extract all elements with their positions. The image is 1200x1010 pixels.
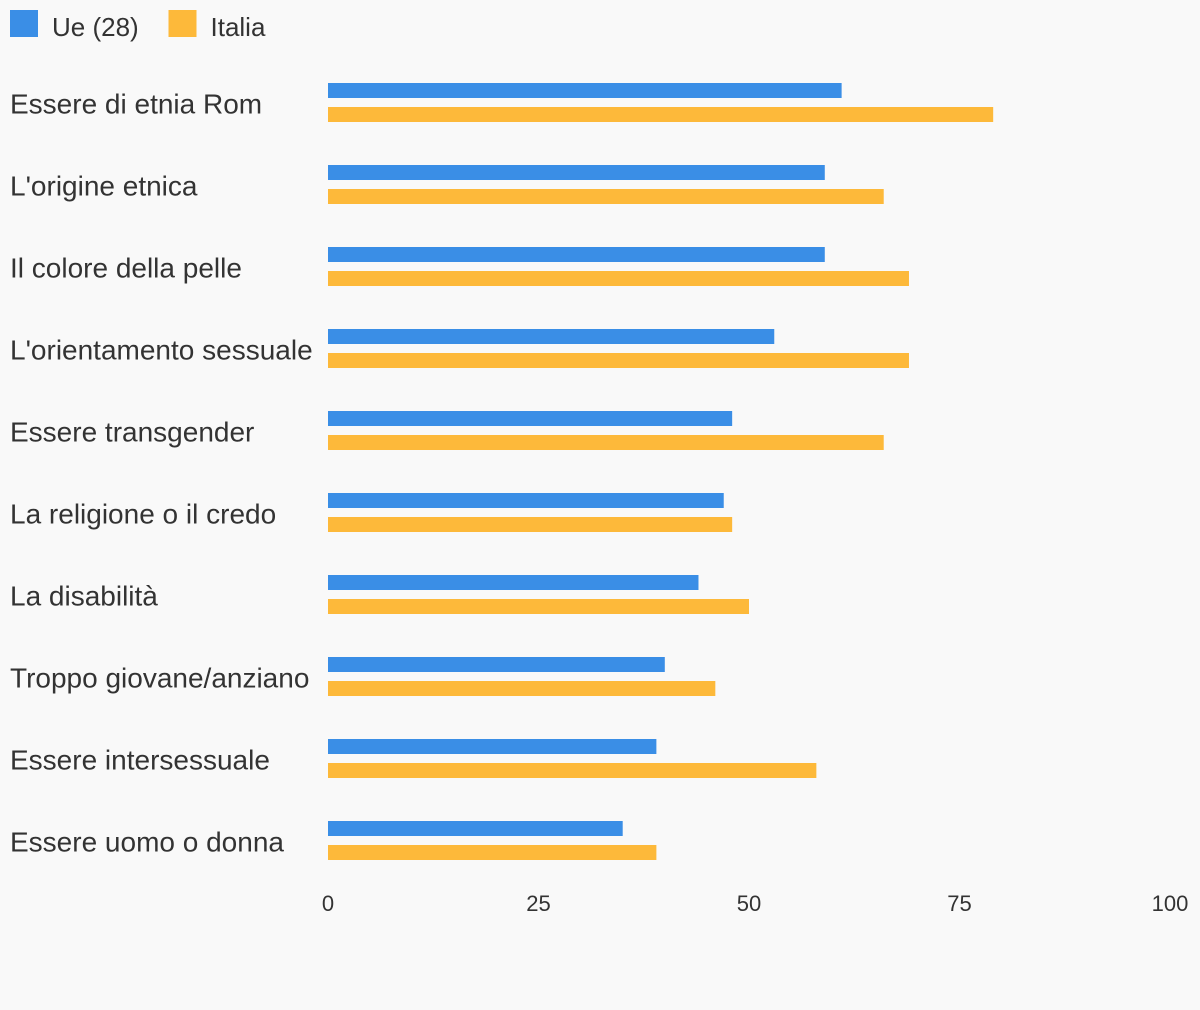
bar-3-0 — [328, 329, 775, 344]
x-axis-ticks: 0 25 50 75 100 — [322, 891, 1188, 916]
legend-swatch-0 — [10, 10, 38, 37]
bar-7-1 — [328, 681, 716, 696]
x-tick-label-0: 0 — [322, 891, 334, 916]
bar-4-1 — [328, 435, 884, 450]
category-label-8: Essere intersessuale — [10, 745, 270, 776]
legend-swatch-1 — [168, 10, 197, 37]
bar-9-1 — [328, 845, 657, 860]
x-tick-label-3: 75 — [947, 891, 971, 916]
x-tick-label-1: 25 — [526, 891, 550, 916]
category-label-4: Essere transgender — [10, 417, 254, 448]
bar-6-1 — [328, 599, 749, 614]
category-label-9: Essere uomo o donna — [10, 827, 284, 858]
bar-4-0 — [328, 411, 733, 426]
bar-5-0 — [328, 493, 724, 508]
bar-5-1 — [328, 517, 733, 532]
bar-0-1 — [328, 107, 994, 122]
category-labels: Essere di etnia Rom L'origine etnica Il co… — [10, 89, 313, 858]
bar-1-1 — [328, 189, 884, 204]
bar-7-0 — [328, 657, 665, 672]
bar-2-1 — [328, 271, 909, 286]
x-tick-label-2: 50 — [737, 891, 761, 916]
category-label-7: Troppo giovane/anziano — [10, 663, 309, 694]
category-label-1: L'origine etnica — [10, 171, 198, 202]
x-tick-label-4: 100 — [1152, 891, 1189, 916]
bar-9-0 — [328, 821, 623, 836]
bars — [328, 83, 994, 860]
bar-0-0 — [328, 83, 842, 98]
legend-label-1: Italia — [211, 12, 266, 42]
bar-8-0 — [328, 739, 657, 754]
category-label-5: La religione o il credo — [10, 499, 276, 530]
bar-1-0 — [328, 165, 825, 180]
bar-3-1 — [328, 353, 909, 368]
category-label-6: La disabilità — [10, 581, 158, 612]
category-label-3: L'orientamento sessuale — [10, 335, 313, 366]
legend-label-0: Ue (28) — [52, 12, 139, 42]
bar-2-0 — [328, 247, 825, 262]
category-label-2: Il colore della pelle — [10, 253, 242, 284]
legend: Ue (28) Italia — [10, 10, 266, 42]
bar-8-1 — [328, 763, 817, 778]
bar-6-0 — [328, 575, 699, 590]
category-label-0: Essere di etnia Rom — [10, 89, 262, 120]
